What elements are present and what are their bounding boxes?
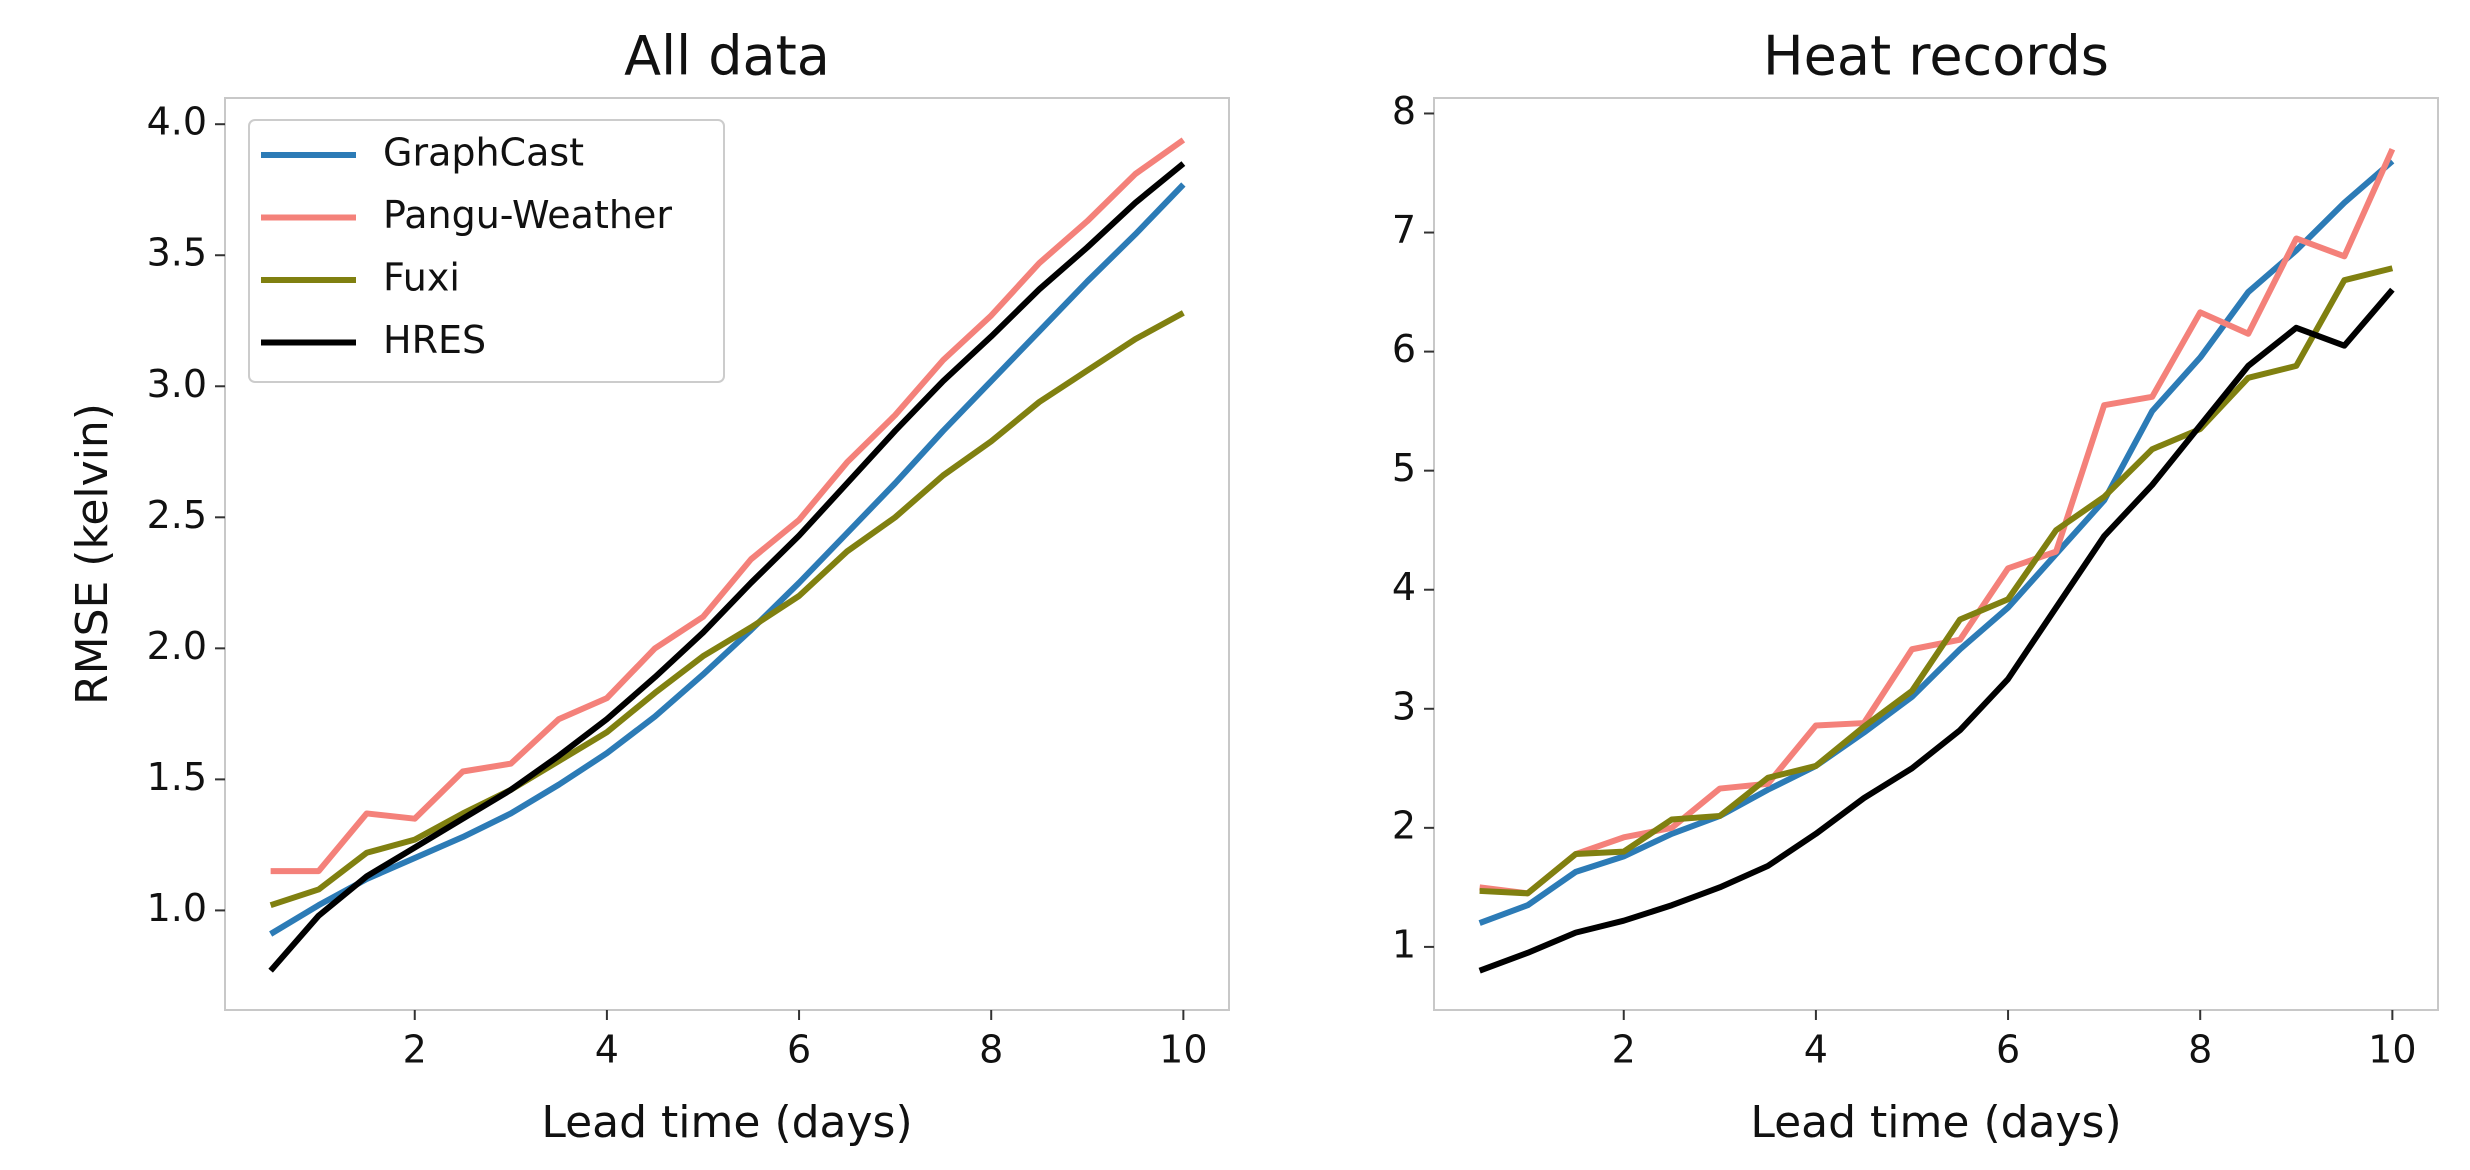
y-tick-label: 1.5	[147, 755, 207, 799]
series-line	[268, 161, 1186, 973]
y-tick-label: 1	[1392, 922, 1416, 966]
legend-label: GraphCast	[383, 131, 584, 175]
y-tick-label: 3.0	[147, 362, 207, 406]
x-tick-label: 2	[403, 1028, 427, 1072]
y-tick-label: 2.0	[147, 624, 207, 668]
y-tick-label: 3	[1392, 684, 1416, 728]
x-tick-label: 4	[1804, 1028, 1828, 1072]
y-tick-label: 7	[1392, 208, 1416, 252]
x-tick-label: 4	[595, 1028, 619, 1072]
x-tick-label: 6	[1996, 1028, 2020, 1072]
x-tick-label: 8	[2188, 1028, 2212, 1072]
series-line	[1478, 158, 2395, 926]
series-line	[269, 310, 1185, 909]
legend-box	[248, 119, 725, 383]
plot-area	[224, 97, 1230, 1011]
series-line	[1478, 287, 2395, 974]
legend-label: Fuxi	[383, 256, 460, 300]
legend-label: HRES	[383, 318, 486, 362]
x-tick-label: 10	[2368, 1028, 2416, 1072]
y-axis-label: RMSE (kelvin)	[67, 403, 118, 705]
series-line	[269, 182, 1186, 937]
y-tick-label: 6	[1392, 327, 1416, 371]
series-line	[270, 137, 1186, 875]
y-tick-label: 3.5	[147, 231, 207, 275]
chart-title: All data	[624, 25, 830, 88]
y-tick-label: 5	[1392, 446, 1416, 490]
legend-label: Pangu-Weather	[383, 193, 672, 237]
series-line	[1479, 265, 2394, 897]
plot-area	[1433, 97, 2439, 1011]
x-axis-label: Lead time (days)	[1750, 1097, 2121, 1148]
x-tick-label: 2	[1612, 1028, 1636, 1072]
x-tick-label: 8	[979, 1028, 1003, 1072]
y-tick-label: 4	[1392, 565, 1416, 609]
y-tick-label: 4.0	[147, 100, 207, 144]
chart-title: Heat records	[1763, 25, 2109, 88]
series-line	[1479, 147, 2396, 897]
x-axis-label: Lead time (days)	[541, 1097, 912, 1148]
y-tick-label: 1.0	[147, 886, 207, 930]
y-tick-label: 2	[1392, 803, 1416, 847]
y-tick-label: 2.5	[147, 493, 207, 537]
y-tick-label: 8	[1392, 89, 1416, 133]
x-tick-label: 10	[1159, 1028, 1207, 1072]
x-tick-label: 6	[787, 1028, 811, 1072]
